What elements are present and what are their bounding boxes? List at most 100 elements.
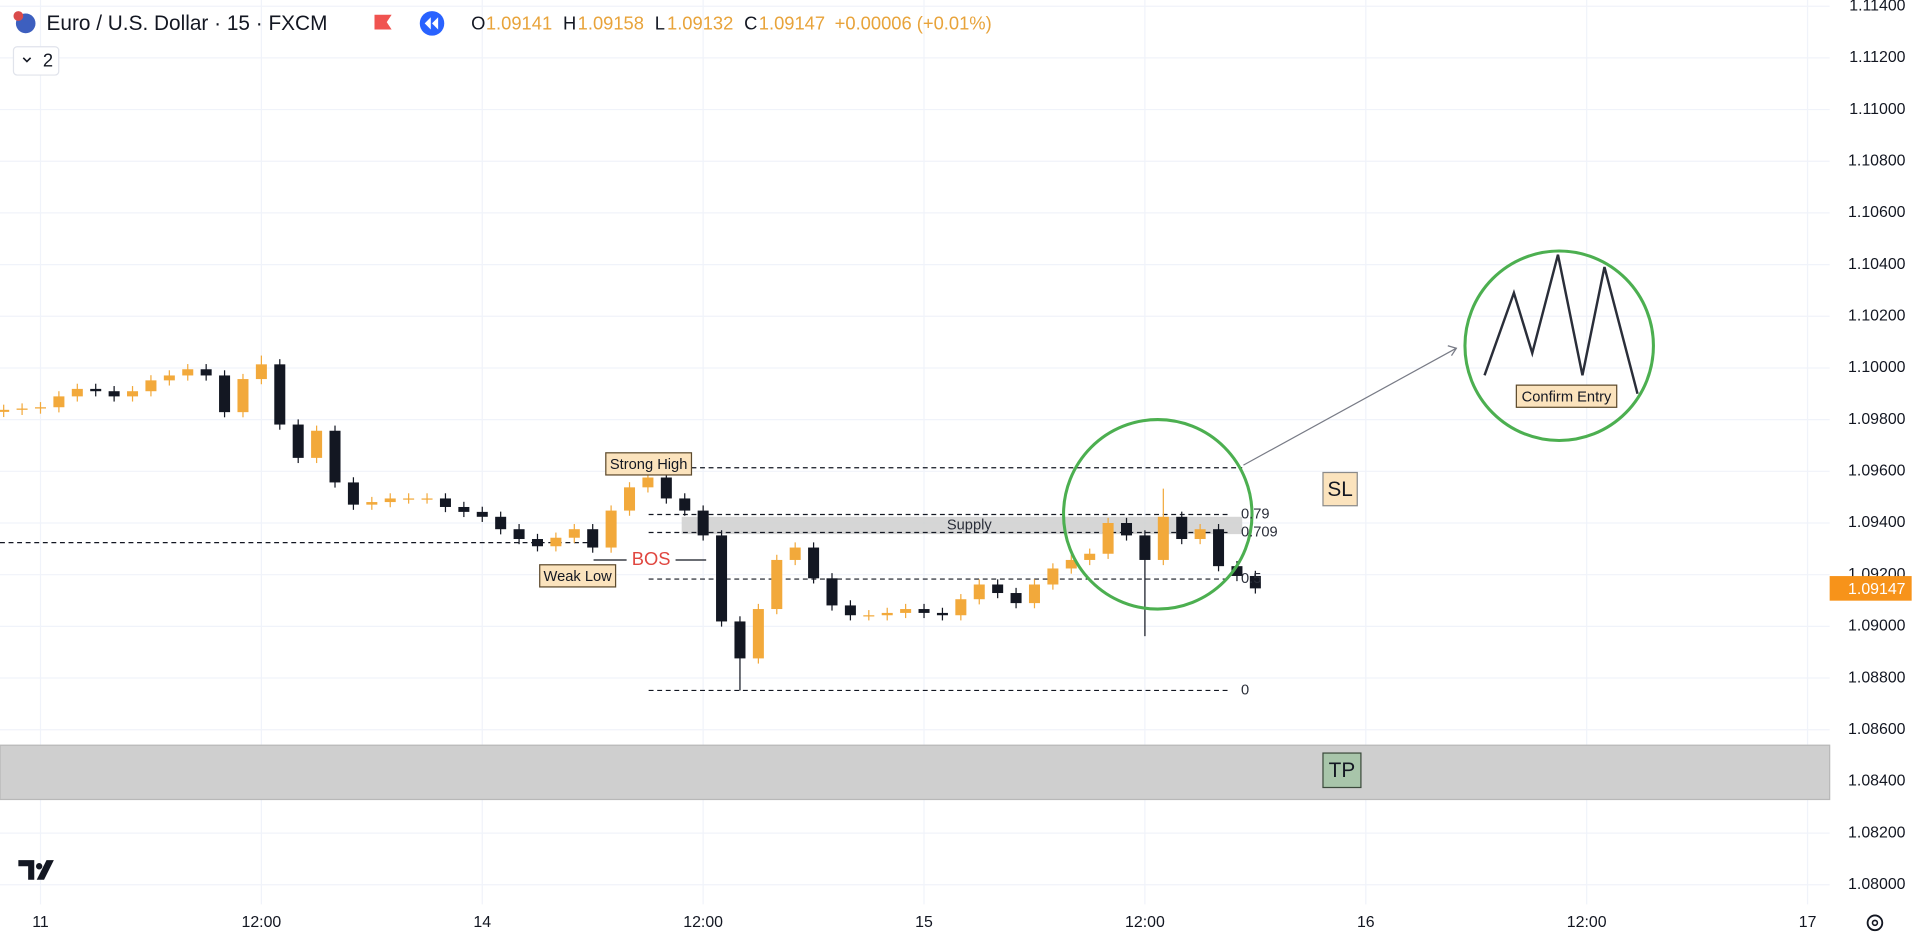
- weak-low-label: Weak Low: [544, 569, 613, 585]
- candle-body: [624, 487, 636, 511]
- candle-body: [881, 612, 893, 616]
- last-price-label: 1.09147: [1848, 581, 1906, 598]
- candle-body: [716, 535, 728, 622]
- candle-body: [237, 379, 249, 413]
- candle-body: [403, 498, 415, 500]
- y-tick-label: 1.08400: [1848, 773, 1906, 790]
- candle-body: [1102, 522, 1114, 554]
- last-price-box: [1829, 576, 1912, 601]
- y-tick-label: 1.11200: [1849, 49, 1905, 66]
- supply-label: Supply: [947, 517, 993, 533]
- y-tick-label: 1.11000: [1849, 101, 1905, 118]
- y-tick-label: 1.10000: [1848, 359, 1906, 376]
- x-tick-label: 16: [1357, 914, 1375, 931]
- strong-high-label: Strong High: [610, 457, 688, 473]
- x-tick-label: 12:00: [241, 914, 281, 931]
- fib-label: 0: [1241, 682, 1249, 698]
- candle-body: [900, 609, 912, 613]
- candle-body: [1157, 516, 1169, 560]
- candle-body: [1010, 593, 1022, 604]
- pattern-sketch: [1483, 254, 1639, 395]
- indicators-toggle[interactable]: [12, 46, 60, 76]
- candle-body: [421, 498, 433, 500]
- y-tick-label: 1.10600: [1848, 204, 1906, 221]
- candle-body: [973, 584, 985, 600]
- candle-body: [292, 424, 304, 458]
- candle-body: [127, 391, 139, 397]
- candle-body: [219, 375, 231, 413]
- ohlc-value: 1.09141: [486, 12, 552, 33]
- candle-body: [311, 430, 323, 458]
- ohlc-value: 1.09147: [759, 12, 825, 33]
- highlight-circle: [1061, 418, 1254, 611]
- ohlc-value: 1.09158: [578, 12, 644, 33]
- weak-low-label-box: [539, 564, 617, 588]
- candle-body: [992, 584, 1004, 594]
- candle-body: [642, 477, 654, 488]
- candle-body: [513, 529, 525, 540]
- candle-body: [1176, 516, 1188, 540]
- symbol-title: Euro / U.S. Dollar · 15 · FXCM: [47, 12, 328, 35]
- sl-label-box: [1322, 471, 1358, 507]
- candle-body: [71, 388, 83, 397]
- flag-icon[interactable]: [374, 14, 392, 30]
- candle-body: [1121, 522, 1133, 536]
- candle-body: [439, 498, 451, 507]
- candle-body: [936, 612, 948, 616]
- candle-body: [200, 369, 212, 376]
- candle-body: [145, 380, 157, 392]
- candle-body: [1028, 584, 1040, 604]
- y-tick-label: 1.08600: [1848, 721, 1906, 738]
- x-tick-label: 12:00: [1567, 914, 1607, 931]
- ohlc-value: 1.09132: [667, 12, 733, 33]
- tp-zone: [0, 744, 1831, 801]
- candle-body: [182, 369, 194, 376]
- candle-body: [90, 388, 102, 392]
- candle-body: [1249, 575, 1261, 589]
- candle-body: [476, 511, 488, 517]
- candle-body: [53, 396, 65, 408]
- candle-body: [495, 516, 507, 530]
- tp-label-box: [1322, 752, 1362, 789]
- y-tick-label: 1.08800: [1848, 669, 1906, 686]
- candle-body: [0, 409, 10, 412]
- candle-body: [789, 547, 801, 560]
- candle-body: [1065, 559, 1077, 569]
- candle-body: [734, 621, 746, 659]
- candle-body: [918, 609, 930, 613]
- ohlc-label: O: [471, 12, 485, 33]
- sl-label: SL: [1327, 478, 1352, 501]
- candle-body: [697, 510, 709, 536]
- x-tick-label: 11: [32, 914, 49, 931]
- candle-body: [955, 599, 967, 616]
- candle-body: [752, 609, 764, 659]
- candle-body: [347, 482, 359, 505]
- candle-body: [679, 498, 691, 511]
- candle-body: [605, 510, 617, 548]
- supply-zone: [681, 516, 1243, 535]
- candle-body: [771, 559, 783, 610]
- logo: [35, 863, 43, 870]
- candle-body: [660, 477, 672, 499]
- candle-body: [1084, 553, 1096, 560]
- candle-body: [1047, 568, 1059, 585]
- arrow-head: [1447, 345, 1458, 356]
- candle-body: [826, 578, 838, 606]
- candle-body: [1231, 566, 1243, 576]
- candle-body: [808, 547, 820, 579]
- fib-label: 0.5: [1241, 571, 1261, 587]
- strong-high-label-box: [605, 452, 693, 476]
- ohlc-label: H: [563, 12, 576, 33]
- symbol-icon: [13, 11, 24, 21]
- x-tick-label: 17: [1799, 914, 1817, 931]
- confirm-entry-label: Confirm Entry: [1522, 389, 1612, 405]
- candle-body: [384, 498, 396, 503]
- x-tick-label: 15: [915, 914, 933, 931]
- candle-body: [550, 537, 562, 547]
- y-tick-label: 1.10800: [1848, 152, 1906, 169]
- ohlc-label: C: [744, 12, 757, 33]
- settings-button[interactable]: [1866, 914, 1884, 932]
- candle-body: [844, 605, 856, 616]
